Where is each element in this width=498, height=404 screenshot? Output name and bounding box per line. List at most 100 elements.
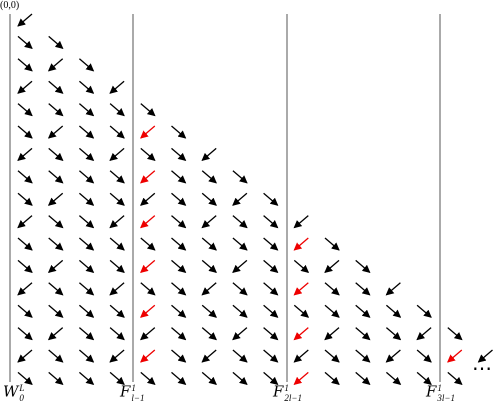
arrow (109, 282, 125, 296)
arrow (140, 237, 156, 251)
arrow (171, 282, 187, 296)
arrow (48, 237, 64, 251)
origin-label: (0,0) (0, 0, 20, 11)
arrow (355, 327, 371, 341)
arrow (109, 304, 125, 318)
arrow (232, 371, 248, 386)
arrow (201, 170, 217, 184)
arrow (293, 304, 310, 318)
arrow (171, 147, 187, 162)
column-label: F 1 2l−1 (273, 383, 302, 403)
arrow (324, 349, 340, 363)
arrow (109, 349, 125, 363)
arrow (78, 192, 95, 206)
arrow (232, 327, 248, 341)
red-arrow (293, 282, 309, 296)
arrow (78, 147, 95, 162)
arrow (17, 80, 33, 94)
arrow (78, 282, 95, 296)
arrow (140, 192, 156, 206)
arrow (477, 349, 493, 363)
arrow (17, 147, 33, 162)
arrow (17, 103, 33, 117)
red-arrow (140, 259, 156, 274)
arrow (416, 327, 432, 341)
red-arrow (293, 327, 309, 341)
red-arrow (293, 237, 309, 251)
arrow (232, 215, 248, 229)
red-arrow (140, 125, 156, 139)
arrow (171, 259, 187, 274)
arrow (385, 282, 401, 296)
label-superscript: 1 (131, 383, 136, 393)
arrow (109, 80, 125, 94)
arrow (385, 349, 401, 363)
arrow (171, 125, 187, 139)
arrow (17, 327, 33, 341)
arrow (109, 192, 125, 206)
arrow (47, 58, 64, 72)
arrow (109, 259, 125, 274)
arrow (355, 304, 371, 318)
arrow (48, 170, 64, 184)
arrow (201, 304, 217, 318)
arrow (78, 349, 95, 363)
arrow (171, 349, 187, 363)
arrow (355, 282, 371, 296)
label-symbol: W (3, 382, 19, 401)
arrow (48, 80, 64, 94)
arrow (48, 35, 64, 50)
red-arrow (293, 371, 309, 386)
arrow (140, 103, 156, 117)
arrow (17, 371, 33, 386)
arrow (232, 259, 248, 274)
arrow (78, 327, 95, 341)
arrow (263, 215, 279, 229)
arrow (78, 304, 95, 318)
arrow (324, 282, 340, 296)
label-symbol: F (426, 382, 437, 401)
arrow (78, 259, 95, 274)
arrow (232, 237, 248, 251)
arrow (416, 304, 432, 318)
arrow (355, 371, 371, 386)
arrow (171, 371, 187, 386)
red-arrow (140, 215, 156, 229)
arrow (109, 125, 125, 139)
arrow (17, 170, 33, 184)
arrow (416, 349, 432, 363)
arrow (171, 170, 187, 184)
arrow (17, 237, 33, 251)
arrow (78, 103, 95, 117)
arrow (48, 103, 64, 117)
arrow (78, 215, 95, 229)
arrow (140, 371, 156, 386)
arrow (78, 237, 95, 251)
arrow (17, 215, 33, 229)
red-arrow (140, 170, 156, 184)
arrow (355, 259, 371, 274)
arrow (17, 282, 33, 296)
arrow (355, 349, 371, 363)
arrow (17, 125, 33, 139)
arrow (171, 304, 187, 318)
arrow (78, 58, 95, 72)
arrow (78, 125, 95, 139)
arrow (140, 147, 156, 162)
arrow (17, 58, 33, 72)
arrow (17, 13, 33, 27)
arrow (201, 147, 217, 162)
arrow (171, 192, 187, 206)
arrow (232, 304, 248, 318)
arrow (293, 215, 309, 229)
arrow (324, 259, 340, 274)
arrow (324, 371, 340, 386)
arrow (385, 371, 402, 386)
arrow (109, 371, 125, 386)
arrow (48, 304, 64, 318)
arrow (232, 349, 248, 363)
arrow (17, 304, 33, 318)
arrow (201, 259, 217, 274)
